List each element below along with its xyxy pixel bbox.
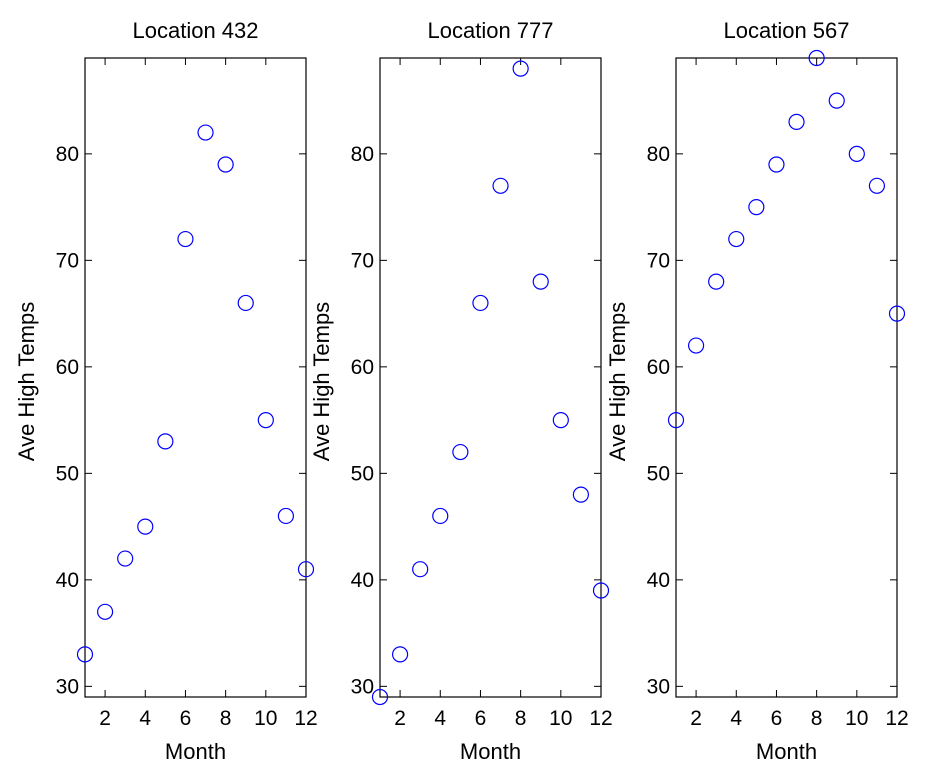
x-axis-label: Month <box>756 739 817 764</box>
x-tick-label: 12 <box>885 707 908 730</box>
y-tick-label: 40 <box>56 569 79 592</box>
x-tick-label: 6 <box>180 707 192 730</box>
data-point <box>432 507 449 525</box>
data-point <box>237 294 254 312</box>
x-tick-label: 10 <box>845 707 868 730</box>
plot-frame <box>379 57 602 698</box>
scatter-panel-3: Location 567 2 4 6 8 10 12 30 40 50 60 70 80 Month Ave… <box>605 18 909 764</box>
data-point <box>848 145 865 162</box>
y-tick-label: 80 <box>351 143 374 166</box>
data-point <box>708 273 725 290</box>
y-tick-label: 80 <box>56 143 79 166</box>
data-point <box>472 294 489 312</box>
x-tick-label: 4 <box>434 707 446 730</box>
data-point <box>117 550 134 567</box>
x-tick-label: 4 <box>139 707 151 730</box>
x-tick-label: 10 <box>254 707 277 730</box>
data-point <box>532 273 549 290</box>
data-point <box>197 124 214 141</box>
data-point <box>687 337 705 354</box>
chart-title: Location 432 <box>133 18 259 43</box>
data-point <box>371 688 389 706</box>
chart-title: Location 777 <box>428 18 554 43</box>
plot-frame <box>84 57 307 698</box>
y-axis-label: Ave High Temps <box>605 302 630 461</box>
data-point <box>828 92 845 109</box>
data-point <box>492 177 509 194</box>
y-tick-label: 50 <box>56 462 79 485</box>
data-point <box>257 412 274 429</box>
x-axis-label: Month <box>165 739 226 764</box>
data-point <box>888 305 906 322</box>
y-tick-label: 50 <box>647 462 670 485</box>
y-tick-label: 70 <box>56 249 79 272</box>
x-tick-label: 2 <box>394 707 406 730</box>
x-tick-label: 2 <box>99 707 111 730</box>
data-point <box>96 603 114 620</box>
data-point <box>552 412 569 429</box>
x-tick-label: 10 <box>549 707 572 730</box>
data-point <box>137 518 154 535</box>
y-tick-label: 70 <box>351 249 374 272</box>
y-tick-label: 80 <box>647 143 670 166</box>
data-point <box>412 561 429 578</box>
y-axis-label: Ave High Temps <box>309 302 334 461</box>
x-tick-label: 8 <box>811 707 823 730</box>
x-tick-label: 6 <box>475 707 487 730</box>
y-tick-label: 60 <box>56 356 79 379</box>
data-point <box>868 177 886 194</box>
chart-title: Location 567 <box>724 18 850 43</box>
y-tick-label: 30 <box>647 675 670 698</box>
data-point <box>391 646 409 663</box>
data-point <box>748 199 765 216</box>
x-tick-label: 12 <box>589 707 612 730</box>
data-point <box>808 49 825 67</box>
y-tick-label: 50 <box>351 462 374 485</box>
x-tick-label: 8 <box>220 707 232 730</box>
y-tick-label: 60 <box>647 356 670 379</box>
scatter-panel-1: Location 432 2 4 6 8 10 12 30 40 50 60 70 80 Month Ave… <box>14 18 318 764</box>
data-point <box>592 582 610 599</box>
x-tick-label: 8 <box>515 707 527 730</box>
data-point <box>768 156 785 173</box>
x-tick-label: 6 <box>771 707 783 730</box>
scatter-panel-2: Location 777 2 4 6 8 10 12 30 40 50 60 70 80 Month Ave… <box>309 18 613 764</box>
plot-frame <box>675 57 898 698</box>
x-tick-label: 2 <box>690 707 702 730</box>
y-tick-label: 70 <box>647 249 670 272</box>
x-axis-label: Month <box>460 739 521 764</box>
x-tick-label: 4 <box>730 707 742 730</box>
data-point <box>217 156 234 173</box>
y-tick-label: 30 <box>351 675 374 698</box>
y-tick-label: 40 <box>351 569 374 592</box>
data-point <box>76 646 94 663</box>
data-point <box>667 412 685 429</box>
data-point <box>277 507 295 525</box>
y-tick-label: 30 <box>56 675 79 698</box>
data-point <box>452 443 469 461</box>
x-tick-label: 12 <box>294 707 317 730</box>
y-tick-label: 40 <box>647 569 670 592</box>
y-axis-label: Ave High Temps <box>14 302 39 461</box>
data-point <box>728 230 745 248</box>
y-tick-label: 60 <box>351 356 374 379</box>
data-point <box>177 230 194 248</box>
data-point <box>297 561 315 578</box>
data-point <box>157 433 174 450</box>
data-point <box>512 60 529 77</box>
data-point <box>572 486 590 503</box>
data-point <box>788 113 805 131</box>
